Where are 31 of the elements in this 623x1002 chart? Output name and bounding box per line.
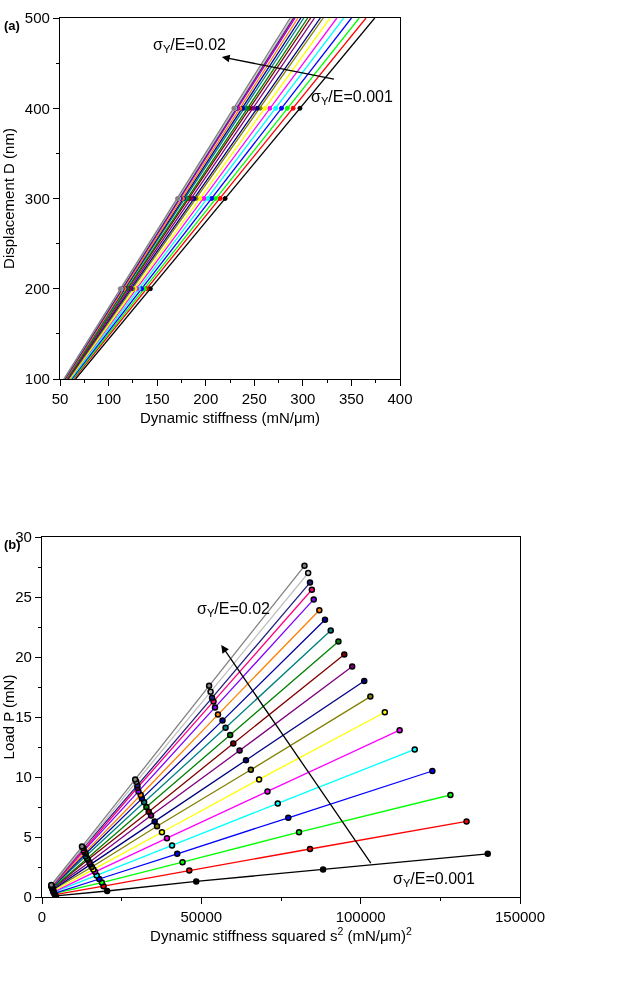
x-axis-title: Dynamic stiffness squared s$^{2}$ (mN/μm)$^{2}$ xyxy=(150,925,413,945)
x-tick-label: 300 xyxy=(290,390,316,408)
x-tick-label: 250 xyxy=(241,390,267,408)
x-tick-label: 150000 xyxy=(494,908,546,926)
x-tick-label: 400 xyxy=(387,390,413,408)
x-axis-title: Dynamic stiffness (mN/μm) xyxy=(139,409,321,427)
chart-title: (a) xyxy=(4,18,20,33)
y-tick-label: 300 xyxy=(24,189,50,207)
x-tick-label: 100 xyxy=(96,390,122,408)
annotation: σ$_{Y}$/E=0.001 xyxy=(393,870,475,890)
y-axis-title: Load P (mN) xyxy=(0,674,17,760)
annotation: σ$_{Y}$/E=0.02 xyxy=(153,36,227,56)
x-tick-label: 350 xyxy=(338,390,364,408)
x-tick-label: 150 xyxy=(144,390,170,408)
annotation: σ$_{Y}$/E=0.001 xyxy=(311,88,393,108)
y-tick-label: 100 xyxy=(24,370,50,388)
y-tick-label: 200 xyxy=(24,280,50,297)
y-tick-label: 25 xyxy=(15,588,32,606)
x-tick-label: 50000 xyxy=(180,908,223,926)
x-tick-label: 50 xyxy=(51,390,69,408)
y-tick-label: 400 xyxy=(24,99,50,117)
y-tick-label: 20 xyxy=(15,648,32,666)
y-axis-title: Displacement D (nm) xyxy=(0,128,18,269)
annotation: σ$_{Y}$/E=0.02 xyxy=(197,600,271,620)
x-tick-label: 200 xyxy=(193,390,219,408)
y-tick-label: 10 xyxy=(15,768,32,786)
y-tick-label: 500 xyxy=(24,9,50,27)
x-tick-label: 100000 xyxy=(335,908,386,926)
y-tick-label: 15 xyxy=(15,708,32,726)
y-tick-label: 0 xyxy=(23,888,32,906)
y-tick-label: 5 xyxy=(23,828,32,846)
